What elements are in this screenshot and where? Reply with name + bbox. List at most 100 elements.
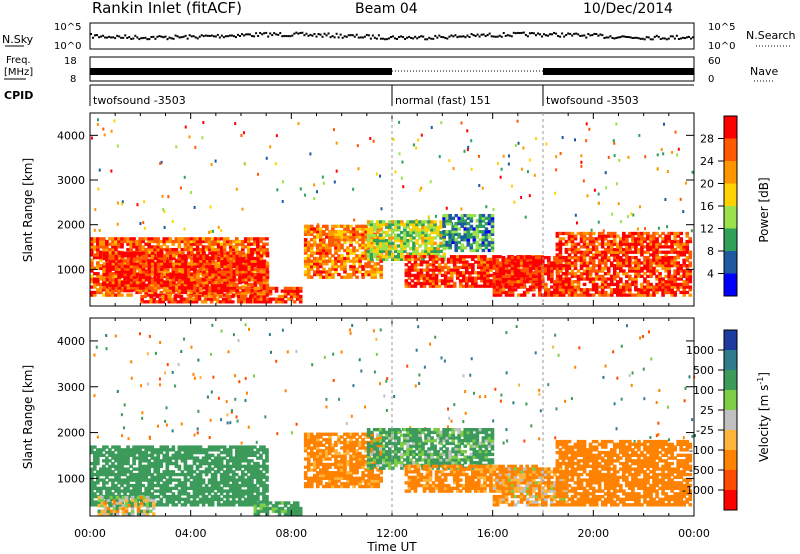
echo-cell	[364, 272, 368, 277]
echo-cell	[464, 411, 467, 415]
echo-cell	[525, 272, 530, 276]
echo-cell	[349, 331, 352, 335]
echo-cell	[622, 234, 626, 238]
echo-cell	[208, 259, 212, 263]
echo-cell	[558, 288, 563, 292]
echo-cell	[241, 272, 246, 277]
echo-cell	[483, 284, 487, 288]
echo-cell	[619, 247, 623, 252]
echo-cell	[349, 264, 353, 269]
echo-cell	[442, 247, 446, 251]
echo-cell	[250, 283, 255, 287]
echo-cell	[440, 121, 443, 125]
echo-cell	[573, 293, 578, 297]
echo-cell	[265, 297, 270, 301]
echo-cell	[588, 272, 593, 276]
echo-cell	[217, 256, 221, 261]
echo-cell	[220, 275, 224, 279]
echo-cell	[135, 247, 139, 252]
echo-cell	[372, 255, 377, 259]
echo-cell	[247, 256, 252, 261]
echo-cell	[655, 245, 659, 249]
echo-cell	[186, 245, 191, 249]
echo-cell	[108, 259, 113, 263]
noise-point	[442, 36, 445, 39]
echo-cell	[440, 257, 445, 262]
echo-cell	[96, 459, 100, 463]
echo-cell	[606, 247, 611, 252]
echo-cell	[224, 300, 229, 304]
echo-cell	[415, 348, 418, 352]
echo-cell	[406, 233, 410, 237]
echo-cell	[182, 297, 187, 301]
noise-point	[152, 35, 155, 38]
echo-cell	[340, 246, 344, 250]
echo-cell	[475, 248, 480, 253]
echo-cell	[554, 436, 557, 440]
echo-cell	[184, 125, 187, 129]
echo-cell	[361, 267, 365, 271]
echo-cell	[397, 238, 401, 243]
echo-cell	[141, 239, 145, 244]
noise-point	[180, 36, 183, 39]
echo-cell	[117, 272, 122, 277]
echo-cell	[132, 251, 137, 255]
echo-cell	[429, 342, 432, 346]
echo-cell	[141, 237, 145, 241]
echo-cell	[194, 145, 197, 149]
echo-cell	[603, 277, 608, 281]
echo-cell	[682, 290, 687, 295]
echo-cell	[343, 275, 347, 279]
echo-cell	[373, 270, 377, 274]
echo-cell	[421, 233, 425, 237]
y-tick-label: 3000	[57, 174, 85, 187]
echo-cell	[513, 288, 518, 292]
noise-point	[398, 36, 401, 39]
echo-cell	[319, 246, 323, 250]
echo-cell	[657, 432, 660, 436]
echo-cell	[129, 267, 134, 271]
echo-cell	[99, 288, 103, 292]
echo-cell	[190, 280, 194, 285]
echo-cell	[443, 359, 446, 363]
noise-point	[301, 31, 304, 34]
echo-cell	[615, 282, 620, 287]
echo-cell	[190, 278, 194, 282]
echo-cell	[253, 294, 258, 299]
echo-cell	[274, 162, 277, 166]
echo-cell	[129, 270, 134, 274]
echo-cell	[352, 270, 356, 274]
echo-cell	[498, 281, 502, 286]
echo-cell	[108, 264, 113, 269]
echo-cell	[637, 272, 641, 276]
echo-cell	[603, 250, 608, 254]
echo-cell	[637, 261, 641, 265]
echo-cell	[259, 247, 263, 252]
echo-cell	[447, 425, 450, 429]
echo-cell	[246, 297, 250, 301]
echo-cell	[622, 250, 626, 254]
echo-cell	[96, 237, 100, 241]
echo-cell	[474, 284, 478, 288]
echo-cell	[268, 300, 273, 304]
echo-cell	[150, 280, 155, 285]
echo-cell	[123, 282, 127, 287]
echo-cell	[211, 278, 215, 282]
echo-cell	[139, 332, 142, 336]
echo-cell	[661, 266, 665, 270]
noise-point	[653, 35, 656, 38]
echo-cell	[244, 267, 249, 271]
echo-cell	[213, 266, 218, 270]
echo-cell	[237, 242, 242, 246]
echo-cell	[644, 227, 647, 231]
echo-cell	[238, 280, 243, 285]
echo-cell	[640, 234, 644, 238]
noise-point	[557, 34, 560, 37]
echo-cell	[268, 333, 271, 337]
noise-point	[182, 35, 185, 38]
echo-cell	[567, 280, 572, 284]
echo-cell	[615, 122, 618, 126]
echo-cell	[464, 260, 469, 264]
echo-cell	[370, 259, 374, 263]
echo-cell	[406, 238, 410, 243]
